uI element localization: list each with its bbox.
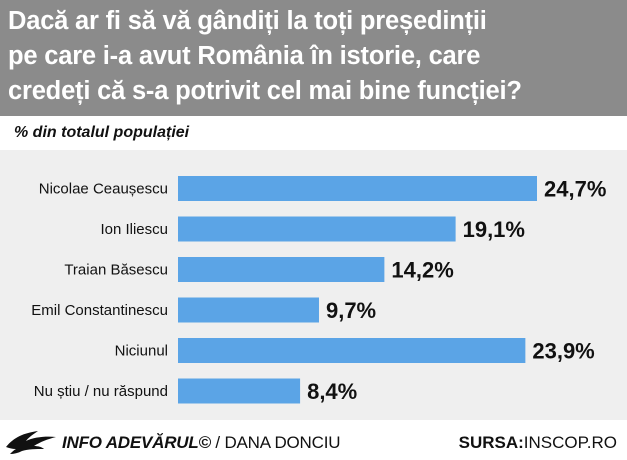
source: SURSA:INSCOP.RO [459, 433, 617, 453]
source-label: SURSA: [458, 433, 524, 452]
title-banner: Dacă ar fi să vă gândiți la toți președi… [0, 0, 627, 116]
value-label: 24,7% [544, 177, 606, 202]
credit-author: / DANA DONCIU [210, 433, 341, 452]
value-label: 23,9% [532, 339, 594, 364]
credit: INFO ADEVĂRUL© / DANA DONCIU [62, 433, 341, 453]
credit-brand: INFO ADEVĂRUL© [62, 433, 211, 452]
value-label: 14,2% [391, 258, 453, 283]
bar [178, 338, 526, 363]
bar [178, 378, 301, 404]
category-label: Nu știu / nu răspund [34, 383, 168, 400]
chart-title: Dacă ar fi să vă gândiți la toți președi… [8, 7, 522, 105]
footer: INFO ADEVĂRUL© / DANA DONCIU SURSA:INSCO… [0, 425, 627, 460]
chart-subtitle: % din totalul populației [14, 124, 190, 141]
value-label: 8,4% [307, 379, 357, 404]
category-label: Emil Constantinescu [31, 302, 168, 319]
category-label: Traian Băsescu [64, 262, 168, 279]
bar [178, 257, 385, 282]
category-label: Ion Iliescu [100, 221, 168, 238]
bar [178, 176, 537, 201]
bar-chart: Nicolae Ceaușescu 24,7% Ion Iliescu 19,1% Tr… [31, 176, 606, 404]
category-label: Niciunul [115, 343, 168, 360]
value-label: 9,7% [326, 298, 376, 323]
bar [178, 297, 319, 323]
bar [178, 216, 456, 242]
category-label: Nicolae Ceaușescu [39, 181, 168, 198]
eagle-logo-icon [6, 431, 56, 454]
source-value: INSCOP.RO [523, 433, 617, 452]
value-label: 19,1% [463, 217, 525, 242]
